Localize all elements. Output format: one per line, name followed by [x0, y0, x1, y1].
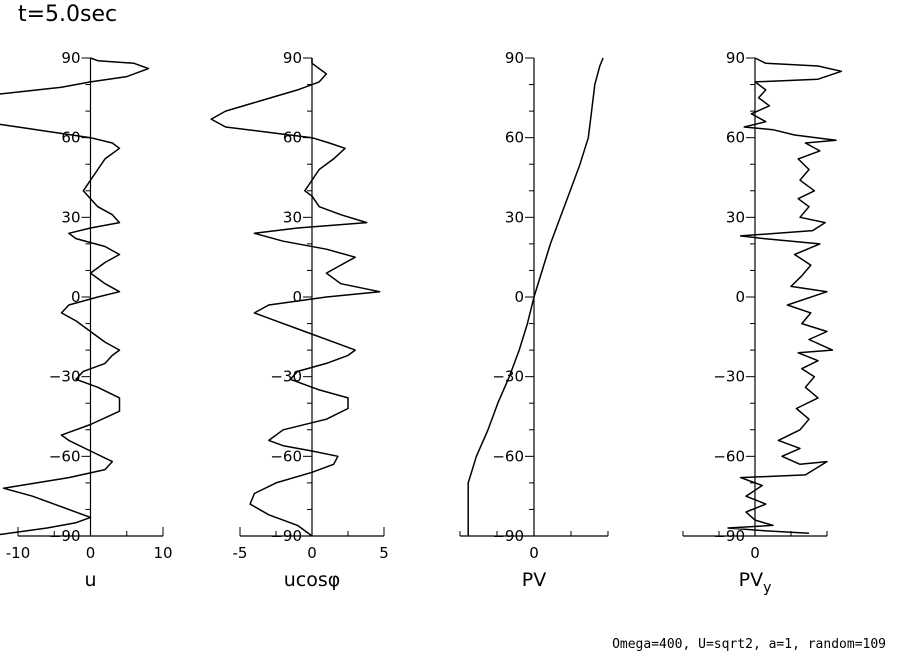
panel-4: 0 −90 −60 −30 0 30 60 90 PVy — [682, 49, 843, 596]
y-tick-label: −30 — [49, 368, 81, 386]
y-tick-label: −30 — [713, 368, 745, 386]
y-tick-label: 30 — [283, 208, 302, 226]
y-tick-label: 60 — [283, 129, 302, 147]
x-tick-label: -5 — [233, 544, 248, 562]
panel-1: -10 0 10 −90 −60 −30 0 30 60 90 u — [0, 49, 173, 591]
y-tick-label: −30 — [270, 368, 302, 386]
x-tick-label: 0 — [529, 544, 539, 562]
panel-3: 0 −90 −60 −30 0 30 60 90 PV — [459, 49, 609, 591]
x-axis-label-subscript: y — [763, 580, 771, 596]
x-tick-label: 10 — [153, 544, 172, 562]
x-tick-label: 0 — [307, 544, 317, 562]
y-tick-label: 90 — [283, 49, 302, 67]
y-tick-label: 30 — [726, 208, 745, 226]
series-line-2 — [210, 58, 381, 537]
y-tick-label: −90 — [270, 527, 302, 545]
series-line-1 — [0, 57, 150, 536]
x-tick-label: 0 — [86, 544, 96, 562]
x-axis-label: PV — [522, 569, 546, 591]
y-tick-label: 60 — [505, 129, 524, 147]
page-title: t=5.0sec — [18, 2, 118, 27]
panel-2: -5 0 5 −90 −60 −30 0 30 60 90 ucosφ — [210, 49, 389, 591]
y-tick-label: 90 — [726, 49, 745, 67]
x-axis-label: ucosφ — [284, 569, 341, 591]
x-tick-label: 5 — [379, 544, 389, 562]
x-axis-label: u — [84, 569, 96, 591]
y-tick-label: −90 — [49, 527, 81, 545]
y-tick-label: 60 — [726, 129, 745, 147]
y-tick-label: −60 — [270, 447, 302, 465]
x-tick-label: 0 — [750, 544, 760, 562]
series-line-3 — [467, 57, 604, 536]
x-axis-label: PVy — [739, 569, 772, 596]
y-tick-label: −60 — [49, 447, 81, 465]
y-tick-label: 60 — [61, 129, 80, 147]
x-tick-label: -10 — [6, 544, 31, 562]
y-tick-label: 90 — [505, 49, 524, 67]
y-tick-label: 0 — [292, 288, 302, 306]
y-tick-label: 30 — [505, 208, 524, 226]
y-tick-label: −30 — [492, 368, 524, 386]
y-tick-label: −90 — [713, 527, 745, 545]
footer-parameters: Omega=400, U=sqrt2, a=1, random=109 — [612, 637, 886, 652]
y-tick-label: 90 — [61, 49, 80, 67]
y-tick-label: 30 — [61, 208, 80, 226]
y-tick-label: −60 — [713, 447, 745, 465]
y-tick-label: 0 — [514, 288, 524, 306]
y-tick-label: −90 — [492, 527, 524, 545]
y-tick-label: −60 — [492, 447, 524, 465]
y-tick-label: 0 — [71, 288, 81, 306]
y-tick-label: 0 — [735, 288, 745, 306]
series-line-4 — [727, 57, 843, 535]
